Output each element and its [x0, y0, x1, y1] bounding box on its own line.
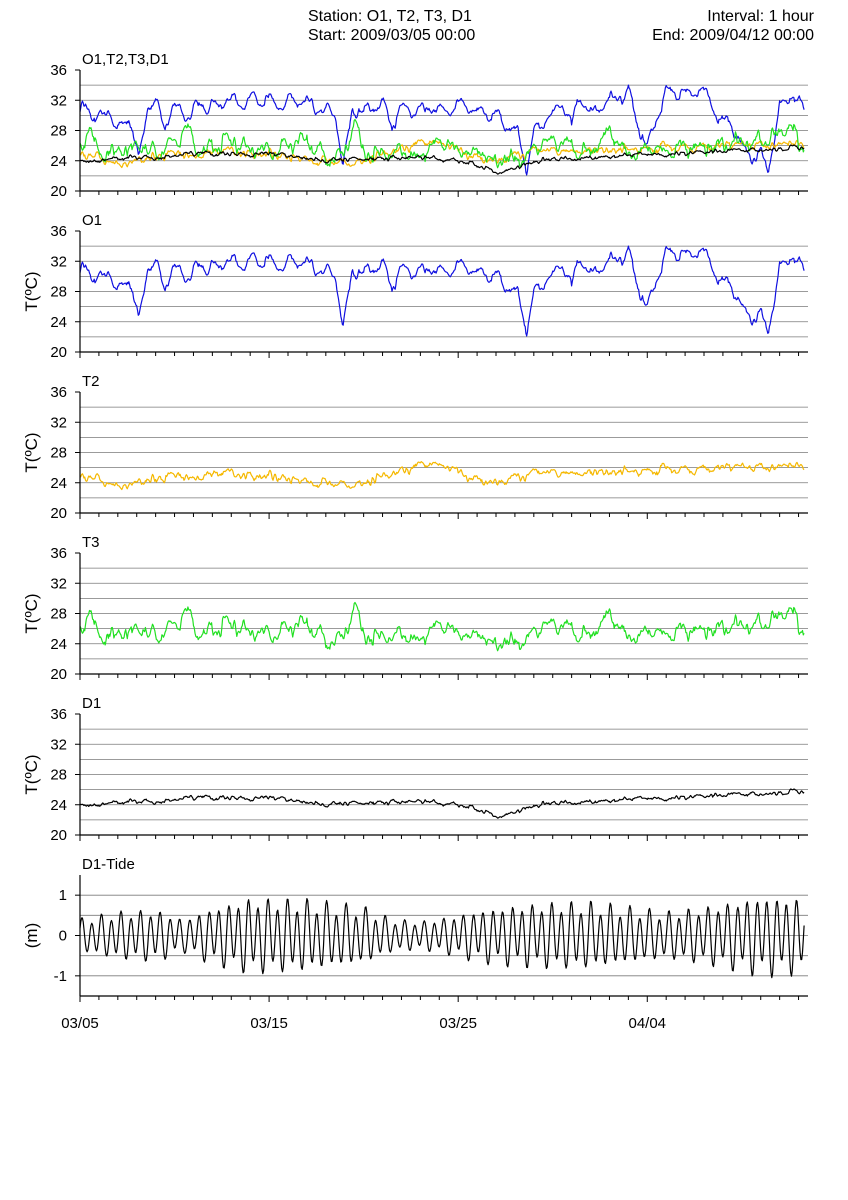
y-tick-label: 1 [59, 887, 67, 904]
series-line-T2 [79, 139, 805, 169]
panel-title: D1-Tide [82, 856, 135, 873]
y-tick-label: 32 [50, 92, 67, 109]
station-label: Station: O1, T2, T3, D1 [308, 8, 472, 25]
y-tick-label: 36 [50, 706, 67, 723]
series-line-D1 [79, 144, 805, 175]
series-line-O1 [79, 84, 805, 176]
series-line-T3 [79, 601, 805, 652]
y-axis-label: T(ºC) [22, 754, 41, 794]
y-axis-label: T(ºC) [22, 432, 41, 472]
y-tick-label: -1 [54, 968, 67, 985]
y-tick-label: 32 [50, 575, 67, 592]
panel-tide: -1 0 1 D1-Tide (m) [22, 856, 808, 1002]
y-tick-label: 32 [50, 414, 67, 431]
y-tick-label: 20 [50, 183, 67, 200]
y-tick-label: 36 [50, 62, 67, 79]
y-tick-label: 20 [50, 666, 67, 683]
x-tick-label: 03/05 [61, 1015, 99, 1032]
y-tick-label: 32 [50, 253, 67, 270]
y-tick-label: 20 [50, 827, 67, 844]
y-tick-label: 20 [50, 344, 67, 361]
x-tick-label: 04/04 [628, 1015, 666, 1032]
panel-o1: 20 24 28 32 36 O1 T(ºC) [22, 212, 808, 361]
y-tick-label: 28 [50, 606, 67, 623]
y-tick-label: 20 [50, 505, 67, 522]
x-tick-label: 03/25 [439, 1015, 477, 1032]
y-tick-label: 28 [50, 123, 67, 140]
panel-d1: 20 24 28 32 36 D1 T(ºC) [22, 695, 808, 844]
x-tick-label: 03/15 [250, 1015, 288, 1032]
y-tick-label: 24 [50, 153, 67, 170]
panel-title: O1,T2,T3,D1 [82, 51, 169, 68]
y-tick-label: 28 [50, 445, 67, 462]
series-line-D1 [79, 788, 805, 819]
y-tick-label: 28 [50, 767, 67, 784]
panel-title: T2 [82, 373, 100, 390]
chart-header-left: Station: O1, T2, T3, D1 Start: 2009/03/0… [308, 7, 475, 45]
start-label: Start: 2009/03/05 00:00 [308, 27, 476, 44]
interval-label: Interval: 1 hour [707, 8, 814, 25]
y-tick-label: 24 [50, 475, 67, 492]
chart-header-right: Interval: 1 hour End: 2009/04/12 00:00 [652, 7, 814, 45]
y-axis-label: T(ºC) [22, 593, 41, 633]
y-tick-label: 0 [59, 928, 67, 945]
y-tick-label: 24 [50, 314, 67, 331]
series-line-D1-Tide [79, 898, 805, 979]
panel-t3: 20 24 28 32 36 T3 T(ºC) [22, 534, 808, 683]
y-tick-label: 28 [50, 284, 67, 301]
y-tick-label: 24 [50, 797, 67, 814]
series-line-T3 [79, 118, 805, 169]
panel-combined: 20 24 28 32 36 O1,T2,T3,D1 [50, 51, 808, 200]
series-line-T2 [79, 461, 805, 491]
y-axis-label: (m) [22, 923, 41, 948]
panel-title: O1 [82, 212, 102, 229]
y-tick-label: 36 [50, 545, 67, 562]
series-line-O1 [79, 245, 805, 337]
y-tick-label: 36 [50, 384, 67, 401]
end-label: End: 2009/04/12 00:00 [652, 27, 814, 44]
panel-t2: 20 24 28 32 36 T2 T(ºC) [22, 373, 808, 522]
y-tick-label: 32 [50, 736, 67, 753]
y-tick-label: 24 [50, 636, 67, 653]
y-tick-label: 36 [50, 223, 67, 240]
y-axis-label: T(ºC) [22, 271, 41, 311]
panel-title: D1 [82, 695, 101, 712]
panel-title: T3 [82, 534, 100, 551]
